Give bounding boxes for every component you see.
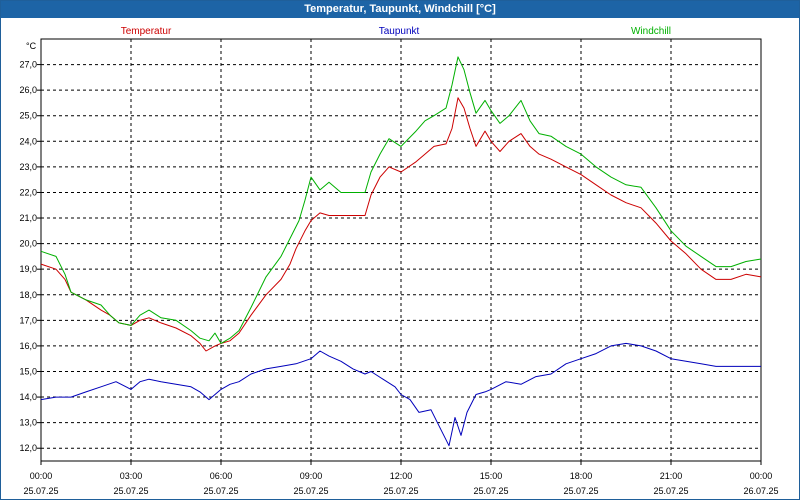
chart-title: Temperatur, Taupunkt, Windchill [°C] [1,1,799,18]
x-tick-time-label: 00:00 [750,471,773,481]
y-tick-label: 23,0 [19,162,37,172]
y-tick-label: 12,0 [19,443,37,453]
y-tick-label: 24,0 [19,136,37,146]
series-line-windchill [40,56,762,344]
x-tick-time-label: 12:00 [390,471,413,481]
x-tick-date-label: 25.07.25 [383,486,418,496]
legend-entry-windchill: Windchill [631,26,671,37]
x-tick-time-label: 03:00 [120,471,143,481]
y-axis-ticks: 12,0 13,0 14,0 15,0 16,0 17,0 18,0 19,0 20,0 21,0… [19,60,41,453]
series-lines [40,56,762,447]
x-tick-time-label: 21:00 [660,471,683,481]
y-tick-label: 22,0 [19,187,37,197]
y-tick-label: 13,0 [19,418,37,428]
y-tick-label: 14,0 [19,392,37,402]
x-tick-date-label: 26.07.25 [743,486,778,496]
x-tick-date-label: 25.07.25 [563,486,598,496]
x-tick-time-label: 18:00 [570,471,593,481]
y-tick-label: 18,0 [19,290,37,300]
grid-lines [41,39,761,461]
x-tick-date-label: 25.07.25 [293,486,328,496]
y-tick-label: 15,0 [19,366,37,376]
y-tick-label: 19,0 [19,264,37,274]
y-tick-label: 16,0 [19,341,37,351]
y-tick-label: 21,0 [19,213,37,223]
legend-entry-taupunkt: Taupunkt [379,26,420,37]
x-tick-date-label: 25.07.25 [23,486,58,496]
x-axis-ticks: 00:00 25.07.25 03:00 25.07.25 06:00 25.07.25 0… [23,461,779,496]
x-tick-time-label: 00:00 [30,471,53,481]
x-tick-time-label: 06:00 [210,471,233,481]
y-tick-label: 20,0 [19,239,37,249]
y-axis-label: °C [26,41,37,51]
y-tick-label: 27,0 [19,60,37,70]
x-tick-date-label: 25.07.25 [653,486,688,496]
legend: Temperatur Taupunkt Windchill [121,26,671,37]
y-tick-label: 17,0 [19,315,37,325]
x-tick-time-label: 09:00 [300,471,323,481]
y-tick-label: 26,0 [19,85,37,95]
x-tick-time-label: 15:00 [480,471,503,481]
x-tick-date-label: 25.07.25 [473,486,508,496]
x-tick-date-label: 25.07.25 [113,486,148,496]
series-line-temperatur [40,97,762,352]
y-tick-label: 25,0 [19,111,37,121]
x-tick-date-label: 25.07.25 [203,486,238,496]
legend-entry-temperatur: Temperatur [121,26,172,37]
series-line-taupunkt [40,342,761,447]
